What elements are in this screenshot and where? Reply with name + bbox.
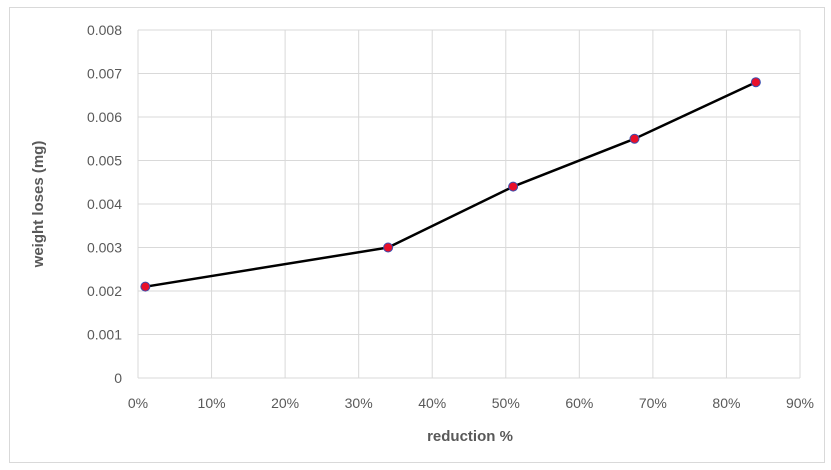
y-tick-label: 0.005	[87, 153, 122, 169]
data-points	[140, 77, 761, 292]
data-point	[750, 77, 761, 88]
x-axis-ticks: 0% 10% 20% 30% 40% 50% 60% 70% 80% 90%	[128, 395, 814, 411]
x-tick-label: 30%	[345, 395, 373, 411]
x-tick-label: 90%	[786, 395, 814, 411]
x-tick-label: 0%	[128, 395, 148, 411]
x-axis-title: reduction %	[427, 428, 513, 445]
x-tick-label: 60%	[565, 395, 593, 411]
gridlines	[137, 29, 801, 379]
y-axis-ticks: 0 0.001 0.002 0.003 0.004 0.005 0.006 0.007 0.00…	[87, 22, 122, 386]
data-point	[629, 133, 640, 144]
y-tick-label: 0.004	[87, 196, 122, 212]
y-tick-label: 0.008	[87, 22, 122, 38]
y-tick-label: 0.001	[87, 327, 122, 343]
series-line	[145, 81, 757, 288]
data-point	[508, 181, 519, 192]
y-tick-label: 0.007	[87, 66, 122, 82]
x-tick-label: 70%	[639, 395, 667, 411]
x-tick-label: 10%	[198, 395, 226, 411]
chart-area	[9, 7, 825, 463]
x-tick-label: 40%	[418, 395, 446, 411]
x-tick-label: 80%	[712, 395, 740, 411]
x-tick-label: 20%	[271, 395, 299, 411]
y-tick-label: 0	[114, 370, 122, 386]
y-axis-title: weight loses (mg)	[30, 141, 47, 269]
data-point	[383, 242, 394, 253]
y-tick-label: 0.006	[87, 109, 122, 125]
y-tick-label: 0.003	[87, 240, 122, 256]
y-tick-label: 0.002	[87, 283, 122, 299]
x-tick-label: 50%	[492, 395, 520, 411]
data-point	[140, 281, 151, 292]
